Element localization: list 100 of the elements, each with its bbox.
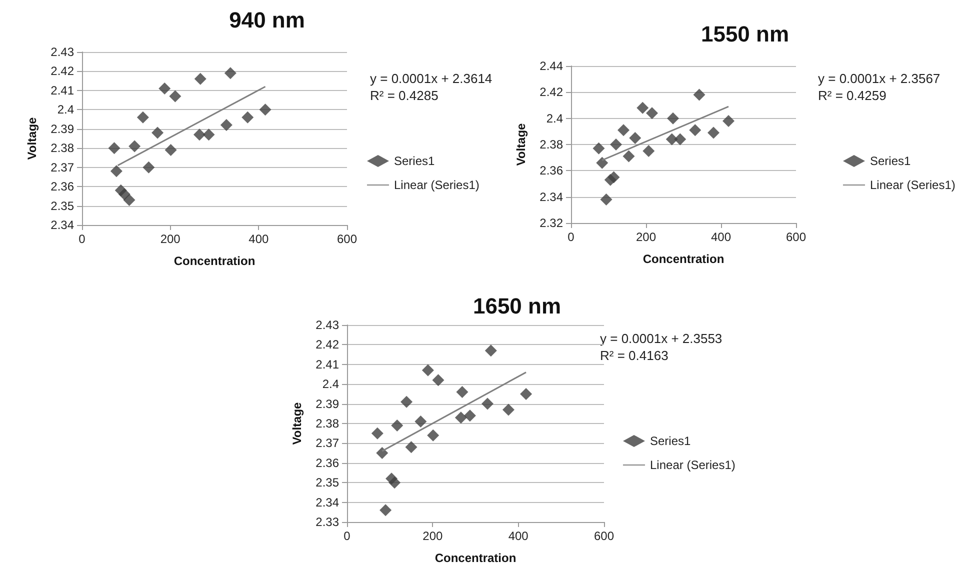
point [667,112,679,124]
point [520,388,532,400]
y-tick-label: 2.36 [540,164,564,178]
point [224,67,236,80]
point [622,150,635,162]
legend-label: Linear (Series1) [650,458,736,472]
point [481,398,494,410]
y-tick-label: 2.34 [50,218,74,232]
chart-title: 940 nm [229,8,305,32]
y-tick-label: 2.38 [540,138,564,152]
legend-label: Linear (Series1) [870,178,956,192]
x-tick-label: 600 [594,529,614,543]
annotation: R² = 0.4163 [600,348,668,363]
y-tick-label: 2.33 [316,515,340,529]
y-tick-label: 2.42 [316,338,340,352]
legend-label: Linear (Series1) [394,178,480,192]
y-tick-label: 2.4 [57,102,74,117]
point [456,386,468,398]
legend-label: Series1 [394,154,436,168]
x-tick-label: 400 [710,230,732,244]
point [674,133,686,146]
y-tick-label: 2.32 [540,216,564,230]
y-tick-label: 2.34 [316,495,340,510]
point [596,156,608,169]
point [391,419,404,432]
y-tick-label: 2.43 [50,45,74,59]
y-tick-label: 2.37 [316,436,340,450]
text: y = 0.0001x + 2.3567 [818,71,940,86]
y-tick-label: 2.41 [316,357,340,372]
y-axis-title: Voltage [514,122,528,166]
point [484,344,497,357]
point [108,142,120,154]
point [128,140,141,152]
point [400,396,413,408]
y-tick-label: 2.35 [50,198,74,213]
x-axis-title: Concentration [174,254,256,268]
point [371,427,384,440]
y-tick-label: 2.4 [546,111,564,126]
y-tick-label: 2.35 [316,476,340,490]
point [722,114,734,127]
point [380,504,392,516]
x-tick-label: 200 [636,230,656,244]
y-tick-label: 2.4 [322,377,340,392]
x-tick-label: 200 [160,232,181,246]
chart-title: 1650 nm [472,294,562,318]
point [502,404,514,416]
y-tick-label: 2.38 [50,141,74,156]
x-tick-label: 600 [786,230,806,244]
point [646,107,658,120]
point [202,128,215,141]
point [414,416,427,428]
legend-label: Series1 [650,434,692,448]
point [110,165,122,178]
point [220,119,232,132]
point [193,128,206,141]
point [629,132,642,144]
y-axis-title: Voltage [25,116,39,160]
y-tick-label: 2.41 [50,83,74,98]
x-tick-label: 400 [248,232,269,246]
x-tick-label: 200 [422,529,443,543]
y-tick-label: 2.38 [316,416,340,430]
point [689,124,702,136]
point [454,412,467,424]
point [405,441,418,454]
y-tick-label: 2.39 [50,122,74,136]
point [136,111,149,124]
point [600,193,612,206]
point [464,410,476,422]
y-tick-label: 2.42 [50,64,74,78]
x-axis-title: Concentration [434,551,516,565]
point [618,124,630,136]
chart-title: 1550 nm [700,22,790,46]
y-tick-label: 2.43 [316,318,340,332]
point [608,171,620,184]
point [592,142,605,154]
point [610,138,622,150]
x-tick-label: 0 [78,232,86,246]
y-tick-label: 2.34 [540,190,564,204]
point [194,72,206,85]
y-tick-label: 2.42 [540,85,564,100]
point [388,476,401,489]
x-tick-label: 600 [336,232,358,246]
point [242,111,254,124]
y-tick-label: 2.37 [50,160,74,174]
point [169,90,182,102]
x-axis-title: Concentration [642,252,724,266]
point [158,82,171,95]
point [642,145,655,158]
x-tick-label: 0 [344,529,351,543]
y-tick-label: 2.44 [540,59,564,73]
y-tick-label: 2.39 [316,396,340,411]
y-axis-title: Voltage [290,402,304,445]
point [376,447,388,460]
x-tick-label: 0 [568,230,575,244]
y-tick-label: 2.36 [50,180,74,194]
point [708,126,720,139]
y-tick-label: 2.36 [316,456,340,470]
point [123,194,136,206]
point [259,104,272,116]
point [142,161,155,174]
